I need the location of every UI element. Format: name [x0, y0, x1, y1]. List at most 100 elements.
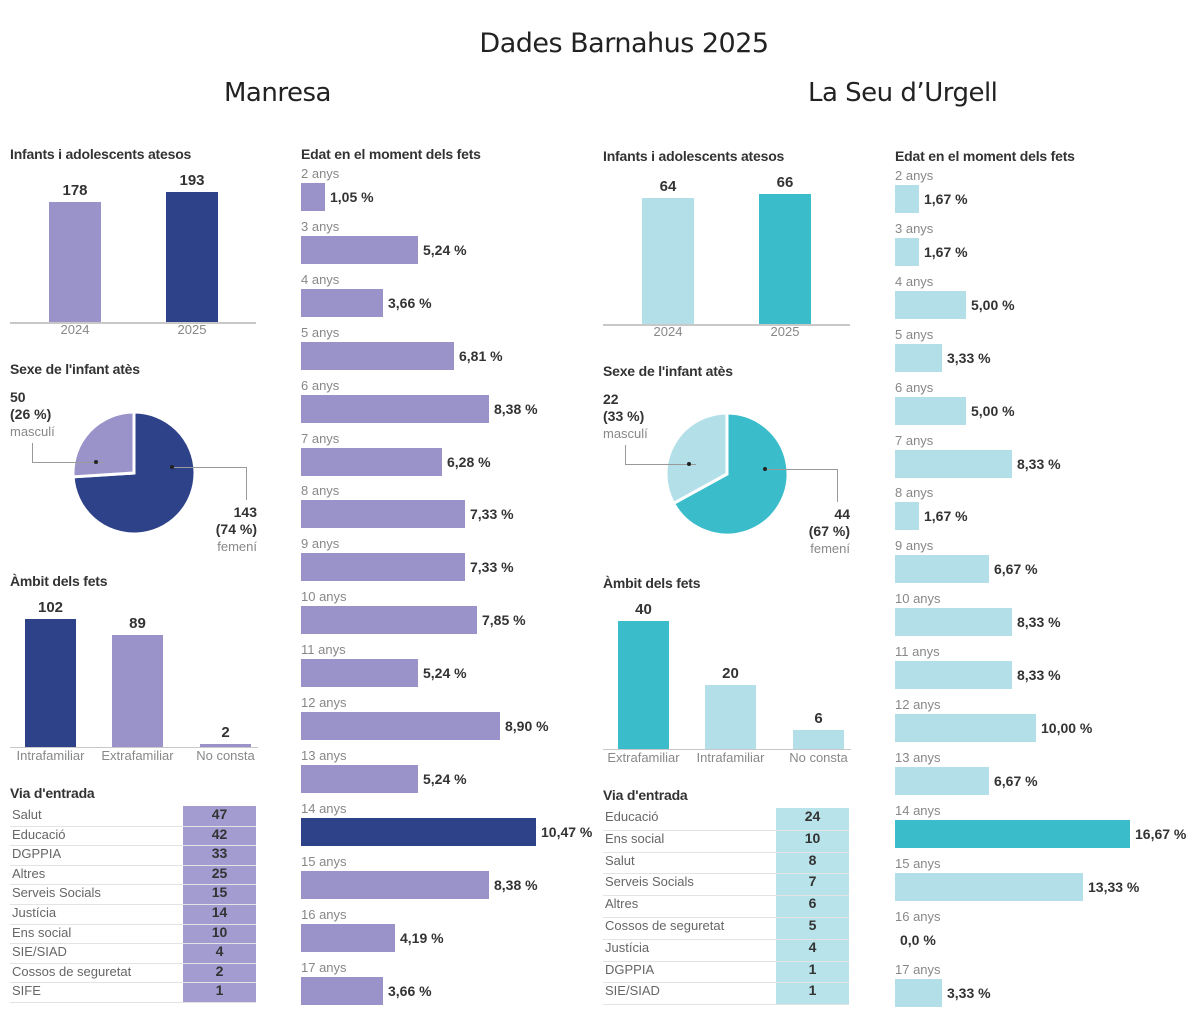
- female-pct: (74 %): [215, 521, 257, 537]
- entry-value: 10: [804, 829, 821, 846]
- entry-row: DGPPIA 1: [603, 961, 849, 984]
- page-title: Dades Barnahus 2025: [479, 28, 769, 59]
- age-label: 17 anys: [895, 961, 941, 977]
- age-bar-10-anys: [895, 608, 1012, 637]
- age-label: 7 anys: [895, 432, 934, 448]
- age-bar-6-anys: [895, 396, 966, 425]
- entry-name: SIE/SIAD: [605, 983, 660, 999]
- entry-row: SIE/SIAD 1: [603, 982, 849, 1006]
- entry-value: 14: [211, 904, 228, 920]
- age-label: 17 anys: [301, 959, 347, 975]
- age-bar-value: 10,00 %: [1041, 720, 1093, 736]
- age-label: 5 anys: [301, 324, 340, 340]
- age-bar-13-anys: [895, 766, 989, 795]
- age-label: 8 anys: [301, 483, 340, 499]
- scope-bar-value: 40: [635, 601, 652, 618]
- entry-row: Cossos de seguretat 2: [10, 963, 256, 984]
- age-label: 14 anys: [895, 802, 941, 818]
- attended-axis: [603, 324, 850, 326]
- scope-chart-title: Àmbit dels fets: [10, 573, 108, 589]
- female-slice-dot: [763, 467, 767, 471]
- female-leader-line: [174, 467, 247, 500]
- scope-bar-extrafamiliar: [112, 635, 163, 747]
- entry-row: Altres 6: [603, 895, 849, 918]
- age-label: 9 anys: [895, 538, 934, 554]
- scope-bar-value: 20: [722, 665, 739, 682]
- entry-name: Altres: [605, 896, 639, 912]
- scope-x-tick: Extrafamiliar: [607, 750, 680, 765]
- age-bar-5-anys: [895, 343, 942, 372]
- entry-row: Salut 8: [603, 852, 849, 875]
- age-bar-12-anys: [895, 714, 1036, 742]
- age-bar-value: 8,33 %: [1017, 667, 1061, 684]
- attended-bar-2024: [49, 202, 101, 322]
- age-label: 4 anys: [895, 273, 934, 289]
- age-label: 13 anys: [301, 747, 347, 763]
- female-leader-line: [767, 469, 838, 502]
- attended-bar-value: 178: [62, 182, 88, 199]
- age-label: 11 anys: [301, 642, 346, 658]
- entry-value: 15: [211, 884, 228, 901]
- age-bar-17-anys: [895, 978, 942, 1007]
- entry-name: Salut: [12, 807, 42, 822]
- age-label: 12 anys: [895, 697, 941, 712]
- entry-value: 4: [808, 938, 817, 955]
- age-bar-value: 6,81 %: [459, 347, 503, 364]
- entry-row: Salut 47: [10, 806, 256, 827]
- age-bar-value: 4,19 %: [400, 929, 444, 946]
- male-label: 50 (26 %) masculí: [10, 389, 55, 440]
- age-bar-value: 3,66 %: [388, 294, 432, 311]
- entry-value: 47: [211, 806, 228, 822]
- entry-row: Cossos de seguretat 5: [603, 917, 849, 940]
- entry-value: 42: [211, 825, 228, 842]
- male-label: 22 (33 %) masculí: [603, 391, 648, 442]
- entry-row: Serveis Socials 7: [603, 873, 849, 897]
- age-bar-9-anys: [895, 555, 989, 584]
- age-bar-4-anys: [301, 288, 383, 317]
- age-bar-value: 7,33 %: [470, 559, 514, 576]
- scope-axis: [10, 747, 258, 748]
- sex-pie-chart: [71, 410, 197, 536]
- entry-name: Altres: [12, 865, 46, 881]
- male-leader-line: [625, 445, 696, 465]
- age-label: 9 anys: [301, 536, 340, 552]
- female-label: 143 (74 %) femení: [160, 504, 257, 555]
- attended-axis: [10, 322, 256, 324]
- age-bar-value: 5,00 %: [971, 296, 1015, 313]
- age-bar-value: 8,38 %: [494, 400, 538, 417]
- age-bar-value: 1,67 %: [924, 191, 968, 207]
- entry-name: SIFE: [12, 983, 41, 999]
- age-bar-value: 3,33 %: [947, 349, 991, 366]
- entry-name: Justícia: [605, 939, 650, 955]
- age-bar-5-anys: [301, 341, 454, 370]
- entry-name: Educació: [12, 826, 66, 842]
- age-bar-10-anys: [301, 606, 477, 635]
- age-bar-13-anys: [301, 764, 418, 793]
- entry-row: SIFE 1: [10, 982, 256, 1003]
- male-category: masculí: [603, 426, 648, 441]
- city-title-la-seu: La Seu d’Urgell: [808, 78, 998, 108]
- age-bar-value: 7,85 %: [482, 612, 526, 629]
- entry-name: Salut: [605, 852, 635, 868]
- age-label: 6 anys: [301, 377, 340, 393]
- age-label: 10 anys: [301, 589, 347, 605]
- age-bar-value: 5,24 %: [423, 665, 467, 682]
- sex-pie-chart: [664, 411, 790, 537]
- age-label: 12 anys: [301, 695, 347, 710]
- scope-bar-no-consta: [793, 730, 844, 749]
- male-count: 22: [603, 391, 619, 407]
- attended-bar-value: 193: [179, 172, 205, 189]
- age-bar-4-anys: [895, 290, 966, 319]
- age-chart-title: Edat en el moment dels fets: [895, 148, 1075, 164]
- age-bar-value: 8,90 %: [505, 718, 549, 734]
- age-bar-3-anys: [895, 237, 919, 266]
- male-slice-dot: [94, 460, 98, 464]
- scope-x-tick: Intrafamiliar: [16, 748, 85, 763]
- age-bar-value: 0,0 %: [900, 931, 936, 948]
- entry-name: SIE/SIAD: [12, 944, 67, 960]
- age-bar-value: 7,33 %: [470, 506, 514, 523]
- age-bar-value: 8,33 %: [1017, 455, 1061, 472]
- male-leader-line: [32, 443, 103, 463]
- entry-name: Serveis Socials: [12, 885, 101, 901]
- female-category: femení: [810, 541, 850, 556]
